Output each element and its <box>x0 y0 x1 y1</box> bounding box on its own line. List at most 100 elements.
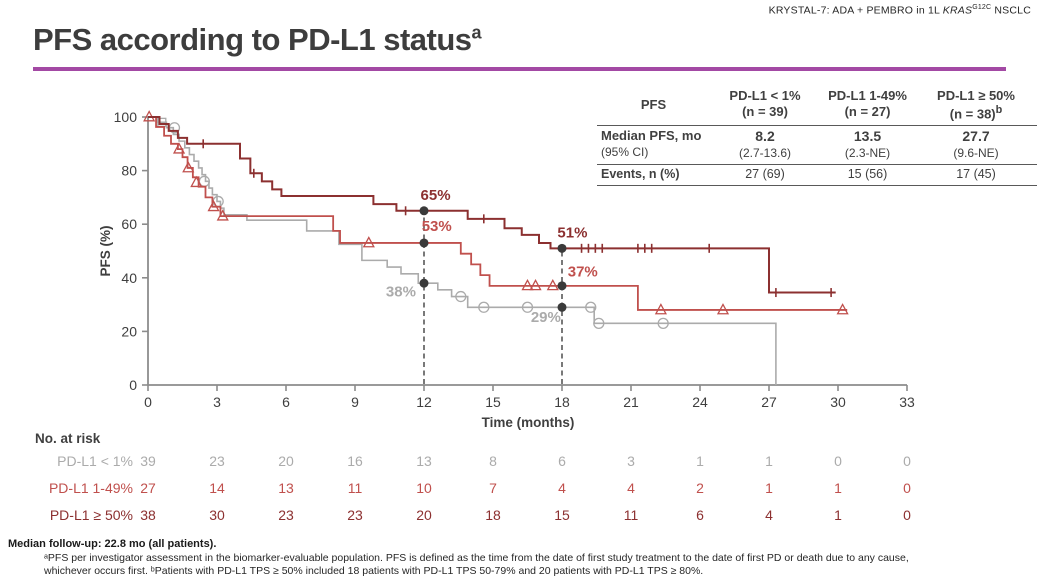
landmark-label: 51% <box>557 225 587 242</box>
at-risk-value: 6 <box>558 453 566 469</box>
at-risk-value: 23 <box>278 507 294 523</box>
circle-marker <box>455 290 467 303</box>
chart-text: 9 <box>351 394 359 410</box>
chart-text: 40 <box>121 270 137 286</box>
trial-header: KRYSTAL-7: ADA + PEMBRO in 1L KRASG12C N… <box>769 4 1031 17</box>
at-risk-value: 20 <box>278 453 294 469</box>
landmark-label: 38% <box>386 284 416 301</box>
km-chart: 0 20 40 60 80 100 0 3 6 9 12 15 18 21 24 27 30 33 PFS (%) T… <box>0 80 1040 435</box>
at-risk-value: 15 <box>554 507 570 523</box>
at-risk-heading: No. at risk <box>35 431 101 446</box>
chart-text: 20 <box>121 323 137 339</box>
km-curve <box>148 116 777 385</box>
gene-name: KRAS <box>942 4 973 17</box>
triangle-marker <box>172 142 186 154</box>
title-accent-rule <box>33 67 1006 71</box>
summary-corner-label: PFS <box>597 86 710 127</box>
at-risk-value: 11 <box>347 480 363 496</box>
chart-text: 15 <box>485 394 501 410</box>
triangle-marker <box>716 303 730 315</box>
x-axis-label: Time (months) <box>482 415 575 430</box>
at-risk-value: 0 <box>903 480 911 496</box>
at-risk-row: PD-L1 ≥ 50% 38 30 23 23 20 18 15 11 6 4 1 0 <box>0 507 1040 527</box>
median-row-label: Median PFS, mo (95% CI) <box>597 126 710 165</box>
triangle-marker <box>836 303 849 315</box>
circle-marker <box>593 317 605 330</box>
landmark-label: 29% <box>531 309 561 326</box>
at-risk-value: 1 <box>834 507 842 523</box>
triangle-marker <box>362 236 375 248</box>
triangle-marker <box>207 199 220 212</box>
chart-text: 100 <box>114 109 138 125</box>
summary-col-header-lt1: PD-L1 < 1% (n = 39) <box>710 86 820 127</box>
events-value-ge50: 17 (45) <box>915 165 1037 187</box>
median-followup-note: Median follow-up: 22.8 mo (all patients)… <box>8 538 217 550</box>
at-risk-value: 4 <box>558 480 566 496</box>
chart-text: 21 <box>623 394 639 410</box>
at-risk-value: 14 <box>209 480 225 496</box>
at-risk-value: 27 <box>140 480 156 496</box>
events-value-lt1: 27 (69) <box>710 165 820 187</box>
km-curve <box>148 116 848 311</box>
at-risk-value: 38 <box>140 507 156 523</box>
pfs-summary-table: PFS PD-L1 < 1% (n = 39) PD-L1 1-49% (n = 2… <box>597 86 1037 187</box>
circle-marker <box>521 301 534 313</box>
chart-text: 80 <box>121 163 137 179</box>
footnotes: ᵃPFS per investigator assessment in the … <box>44 552 909 578</box>
footnote-line-2: whichever occurs first. ᵇPatients with P… <box>44 565 704 577</box>
triangle-marker <box>521 278 534 291</box>
at-risk-value: 1 <box>696 453 704 469</box>
median-value-lt1: 8.2 (2.7-13.6) <box>710 126 820 165</box>
summary-footnote-marker: b <box>995 103 1003 116</box>
at-risk-value: 16 <box>347 453 363 469</box>
at-risk-value: 18 <box>485 507 501 523</box>
at-risk-value: 0 <box>903 507 911 523</box>
chart-text: 0 <box>144 394 152 410</box>
landmark-dot <box>419 238 429 248</box>
circle-marker <box>657 317 669 330</box>
at-risk-value: 6 <box>696 507 704 523</box>
footnote-line-1: ᵃPFS per investigator assessment in the … <box>44 552 909 564</box>
at-risk-value: 11 <box>623 507 639 523</box>
at-risk-value: 8 <box>489 453 497 469</box>
landmark-dot <box>557 243 567 253</box>
gene-mutation-sup: G12C <box>972 4 992 11</box>
events-value-1-49: 15 (56) <box>820 165 915 187</box>
at-risk-value: 10 <box>416 480 432 496</box>
triangle-marker <box>190 175 203 188</box>
at-risk-value: 0 <box>903 453 911 469</box>
landmark-dot <box>419 278 429 288</box>
events-row-label: Events, n (%) <box>597 165 710 187</box>
chart-text: 0 <box>129 377 137 393</box>
triangle-marker <box>546 278 559 291</box>
landmark-dot <box>557 302 567 312</box>
triangle-marker <box>529 278 542 291</box>
landmark-dot <box>557 281 567 291</box>
at-risk-value: 20 <box>416 507 432 523</box>
circle-marker <box>585 301 597 313</box>
at-risk-value: 1 <box>834 480 842 496</box>
chart-text: 6 <box>282 394 290 410</box>
summary-col-header-ge50: PD-L1 ≥ 50% (n = 38)b <box>915 86 1037 127</box>
trial-header-suffix: NSCLC <box>991 4 1031 17</box>
triangle-marker <box>216 209 229 221</box>
chart-text: 30 <box>830 394 846 410</box>
at-risk-value: 13 <box>416 453 432 469</box>
at-risk-value: 7 <box>489 480 497 496</box>
triangle-marker <box>654 303 667 315</box>
page-title-text: PFS according to PD-L1 status <box>33 22 472 57</box>
at-risk-value: 3 <box>627 453 635 469</box>
landmark-label: 37% <box>568 263 598 280</box>
at-risk-value: 1 <box>765 453 773 469</box>
median-value-ge50: 27.7 (9.6-NE) <box>915 126 1037 165</box>
chart-text: 12 <box>416 394 432 410</box>
at-risk-row: PD-L1 < 1% 39 23 20 16 13 8 6 3 1 1 0 0 <box>0 453 1040 473</box>
at-risk-row-label: PD-L1 < 1% <box>57 453 133 469</box>
chart-text: 60 <box>121 216 137 232</box>
summary-col-header-1-49: PD-L1 1-49% (n = 27) <box>820 86 915 127</box>
at-risk-table: PD-L1 < 1% 39 23 20 16 13 8 6 3 1 1 0 0 PD-L1 1-49% 27… <box>0 453 1040 538</box>
at-risk-value: 0 <box>834 453 842 469</box>
chart-text: 24 <box>692 394 708 410</box>
at-risk-row-label: PD-L1 ≥ 50% <box>49 507 133 523</box>
